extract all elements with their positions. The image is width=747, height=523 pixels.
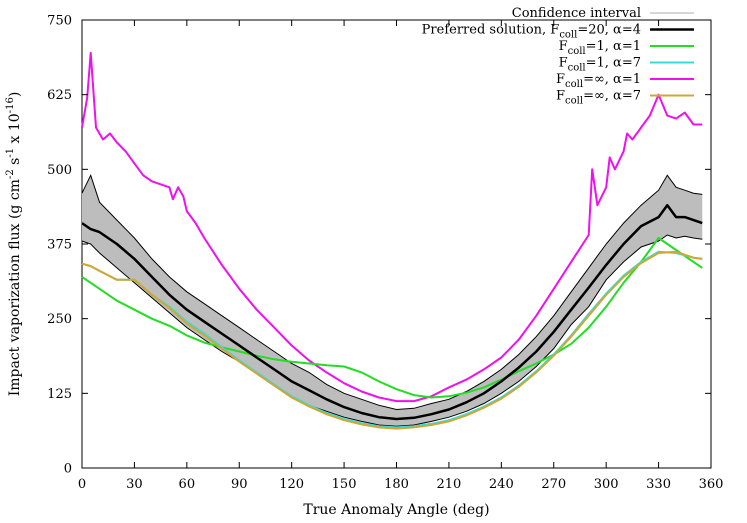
y-axis-title-exp3: -16 [5, 97, 16, 113]
series-layer [81, 51, 703, 430]
y-tick-label: 250 [47, 312, 72, 327]
x-tick-label: 0 [78, 477, 86, 492]
y-tick-label: 125 [47, 387, 72, 402]
y-tick-label: 500 [47, 163, 72, 178]
legend-entry-s4: Fcoll=∞, α=7 [556, 89, 694, 107]
x-tick-label: 330 [646, 477, 671, 492]
x-tick-label: 240 [489, 477, 514, 492]
legend-entry-s1: Fcoll=1, α=1 [559, 39, 694, 57]
legend-entry-ci: Confidence interval [512, 6, 694, 21]
legend-entry-s3: Fcoll=∞, α=1 [556, 72, 694, 90]
legend-entry-s2: Fcoll=1, α=7 [559, 56, 694, 74]
y-tick-label: 0 [64, 462, 72, 477]
y-axis-title-exp1: -2 [5, 169, 16, 179]
y-tick-label: 625 [47, 88, 72, 103]
series-line-s1 [81, 237, 703, 399]
x-tick-label: 150 [332, 477, 357, 492]
x-tick-label: 270 [541, 477, 566, 492]
legend-label: Fcoll=1, α=1 [559, 39, 641, 57]
confidence-lower-line [81, 234, 703, 427]
x-tick-label: 30 [126, 477, 143, 492]
legend-label: Fcoll=∞, α=1 [556, 72, 641, 90]
legend-label: Fcoll=∞, α=7 [556, 89, 641, 107]
ticks-layer: 0 30 60 90 120 150 180 210 240 270 300 330 360 0 125 25… [47, 14, 723, 493]
x-axis-title: True Anomaly Angle (deg) [303, 502, 489, 518]
x-tick-label: 60 [179, 477, 196, 492]
x-tick-label: 360 [699, 477, 724, 492]
x-tick-label: 300 [594, 477, 619, 492]
y-tick-label: 750 [47, 14, 72, 29]
legend-label: Fcoll=1, α=7 [559, 56, 641, 74]
series-line-pref [81, 203, 703, 421]
series-line-s4 [81, 250, 703, 430]
legend-label: Confidence interval [512, 6, 641, 21]
y-axis-title-end: ) [7, 92, 23, 97]
legend-entry-pref: Preferred solution, Fcoll=20, α=4 [422, 23, 694, 41]
y-tick-label: 375 [47, 238, 72, 253]
y-axis-title-mid2: x 10 [7, 113, 23, 148]
y-axis-title-mid1: s [7, 158, 23, 170]
legend: Confidence interval Preferred solution, F… [422, 6, 694, 107]
x-tick-label: 210 [437, 477, 462, 492]
series-line-s3 [81, 51, 703, 403]
legend-label: Preferred solution, Fcoll=20, α=4 [422, 23, 641, 41]
y-axis-title-exp2: -1 [5, 148, 16, 158]
confidence-upper-line [81, 173, 703, 411]
y-axis-title-base: Impact vaporization flux (g cm [7, 179, 23, 396]
y-axis-title: Impact vaporization flux (g cm-2 s-1 x 1… [5, 92, 23, 397]
x-tick-label: 120 [279, 477, 304, 492]
x-tick-label: 90 [231, 477, 248, 492]
x-tick-label: 180 [384, 477, 409, 492]
